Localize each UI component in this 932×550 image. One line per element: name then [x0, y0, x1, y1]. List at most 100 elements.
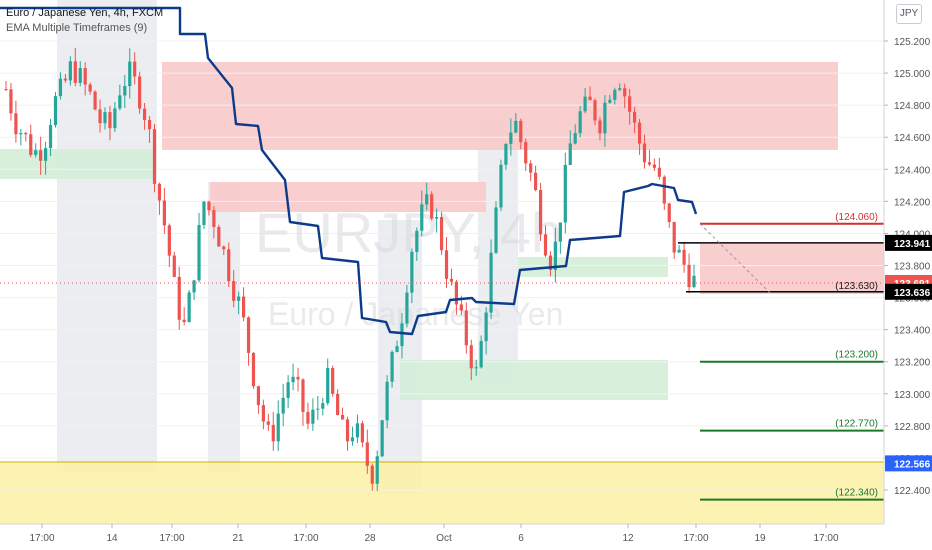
candle-body: [68, 61, 72, 81]
candle-body: [459, 304, 463, 311]
candle-body: [509, 132, 513, 144]
candle-body: [276, 413, 280, 442]
candle-body: [519, 120, 523, 143]
zone-yellow: [0, 462, 884, 524]
candle-body: [237, 296, 241, 301]
time-tick-label: 12: [622, 533, 634, 544]
candle-body: [350, 437, 355, 442]
candle-body: [598, 120, 602, 134]
candle-body: [291, 376, 295, 383]
candle-body: [103, 112, 107, 124]
price-axis: 125.200 125.000 124.800 124.600 124.400 124.2…: [883, 0, 932, 550]
candle-body: [633, 111, 637, 123]
candle-body: [286, 382, 290, 398]
candle-body: [415, 230, 419, 252]
candle-body: [157, 183, 162, 201]
candle-body: [355, 423, 360, 438]
price-tick-label: 124.200: [894, 197, 931, 208]
price-tick-label: 123.200: [894, 358, 931, 369]
candle-body: [558, 222, 562, 242]
candle-body: [360, 423, 364, 443]
candle-body: [682, 249, 686, 265]
candle-body: [449, 278, 454, 282]
candle-body: [222, 246, 226, 250]
price-tick-label: 124.800: [894, 101, 931, 112]
symbol-title[interactable]: Euro / Japanese Yen, 4h, FXCM: [6, 7, 164, 19]
currency-button[interactable]: JPY: [896, 4, 922, 24]
candle-body: [266, 421, 270, 425]
candle-body: [593, 100, 597, 121]
candle-body: [192, 280, 196, 293]
candle-body: [647, 162, 652, 165]
candle-body: [271, 424, 275, 442]
candle-body: [251, 352, 256, 387]
candle-body: [167, 225, 171, 256]
price-tick-label: 124.600: [894, 133, 931, 144]
candle-body: [395, 346, 399, 352]
candle-body: [73, 61, 77, 83]
price-badge-bg: [885, 283, 932, 300]
candle-body: [529, 163, 533, 173]
candle-body: [256, 386, 261, 406]
level-label: (123.630): [835, 281, 878, 292]
candle-body: [326, 367, 330, 404]
candle-body: [652, 164, 657, 168]
candle-body: [657, 167, 661, 177]
level-label: (124.060): [835, 212, 878, 223]
candle-body: [603, 102, 607, 134]
time-tick-label: 21: [232, 533, 244, 544]
candle-body: [142, 108, 147, 120]
candle-body: [637, 122, 642, 144]
zone-red: [700, 244, 884, 294]
candle-body: [316, 408, 320, 410]
candle-body: [662, 176, 666, 204]
price-tick-label: 123.400: [894, 326, 931, 337]
indicator-title[interactable]: EMA Multiple Timeframes (9): [6, 22, 148, 34]
time-tick-label: 6: [518, 533, 524, 544]
candle-body: [88, 84, 92, 92]
candle-body: [677, 249, 681, 253]
zone-gray: [57, 0, 157, 472]
time-tick-label: 17:00: [29, 533, 54, 544]
candle-body: [9, 89, 13, 114]
candle-body: [43, 148, 48, 161]
candle-body: [34, 150, 38, 155]
ema-line: [0, 6, 698, 336]
zone-red: [210, 182, 486, 212]
candle-body: [583, 96, 587, 112]
zone-gray: [208, 182, 240, 472]
zone-green: [0, 149, 153, 179]
level-label: (122.340): [835, 488, 878, 499]
time-tick-label: 17:00: [293, 533, 318, 544]
candle-body: [296, 376, 300, 380]
candle-body: [514, 120, 518, 133]
candle-body: [439, 217, 444, 251]
candle-body: [420, 204, 424, 231]
chart-legend: Euro / Japanese Yen, 4h, FXCM EMA Multip…: [6, 6, 163, 36]
time-axis: 17:00 14 17:00 21 17:00 28 Oct 6 12 17:00 19 17:00: [0, 523, 932, 550]
candle-body: [494, 207, 498, 253]
candle-body: [58, 78, 63, 97]
time-tick-label: Oct: [436, 533, 452, 544]
ema-layer: [0, 6, 698, 336]
levels-layer: (124.060) (123.630) (123.200) (122.770) (122…: [0, 212, 884, 501]
candle-body: [400, 323, 404, 347]
candle-body: [405, 292, 409, 324]
level-label: (122.770): [835, 419, 878, 430]
candle-body: [524, 142, 528, 164]
candle-body: [499, 164, 503, 208]
candle-body: [548, 255, 553, 271]
price-tick-label: 122.400: [894, 486, 931, 497]
candle-body: [380, 420, 384, 457]
price-tick-label: 124.400: [894, 165, 931, 176]
candle-body: [241, 296, 246, 318]
level-label: (123.200): [835, 350, 878, 361]
candle-body: [212, 210, 216, 228]
candle-body: [133, 61, 137, 77]
time-tick-label: 19: [754, 533, 766, 544]
candle-body: [39, 150, 43, 161]
candle-body: [608, 99, 612, 103]
candle-body: [197, 225, 201, 281]
candle-body: [78, 68, 82, 83]
